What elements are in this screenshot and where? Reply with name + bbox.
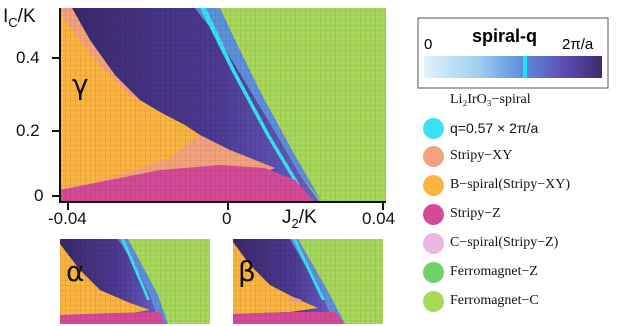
legend-label-ferromagnet-z: Ferromagnet−Z <box>450 264 538 279</box>
x-tick-0.04: 0.04 <box>362 209 396 228</box>
legend-swatch-stripy-z <box>423 204 444 225</box>
y-axis-label: IC/K <box>3 6 36 30</box>
inset-label-beta: β <box>238 255 256 288</box>
legend-label-b-spiral: B−spiral(Stripy−XY) <box>450 177 571 192</box>
legend-swatch-ferromagnet-z <box>423 262 444 283</box>
y-tick-0.2: 0.2 <box>16 121 40 140</box>
region-label-gamma: γ <box>72 68 89 101</box>
inset-beta-map <box>233 239 383 324</box>
y-tick-0: 0 <box>34 186 44 205</box>
colorbar-title: spiral-q <box>472 26 538 46</box>
y-tick-0.4: 0.4 <box>16 48 40 67</box>
x-tick-minus-0.04: -0.04 <box>48 209 87 228</box>
inset-alpha-map <box>60 239 210 324</box>
legend-label-stripy-z: Stripy−Z <box>450 206 501 221</box>
colorbar-marker <box>523 56 527 78</box>
colorbar-min-label: 0 <box>424 36 433 53</box>
reference-swatch <box>423 118 444 139</box>
reference-title: Li₂IrO₃−spiral <box>450 92 531 107</box>
legend-swatch-b-spiral <box>423 175 444 196</box>
legend-label-ferromagnet-c: Ferromagnet−C <box>450 293 539 308</box>
legend-swatch-c-spiral <box>423 233 444 254</box>
reference-value: q=0.57 × 2π/a <box>450 120 539 136</box>
legend-swatch-stripy-xy <box>423 146 444 167</box>
colorbar-gradient <box>424 56 602 78</box>
x-axis-label: J2/K <box>282 207 317 231</box>
legend-label-stripy-xy: Stripy−XY <box>450 148 513 163</box>
colorbar-max-label: 2π/a <box>562 36 594 53</box>
legend-label-c-spiral: C−spiral(Stripy−Z) <box>450 235 559 250</box>
main-phase-map <box>60 8 386 202</box>
legend-swatch-ferromagnet-c <box>423 291 444 312</box>
inset-label-alpha: α <box>66 255 85 288</box>
x-tick-0: 0 <box>222 209 232 228</box>
